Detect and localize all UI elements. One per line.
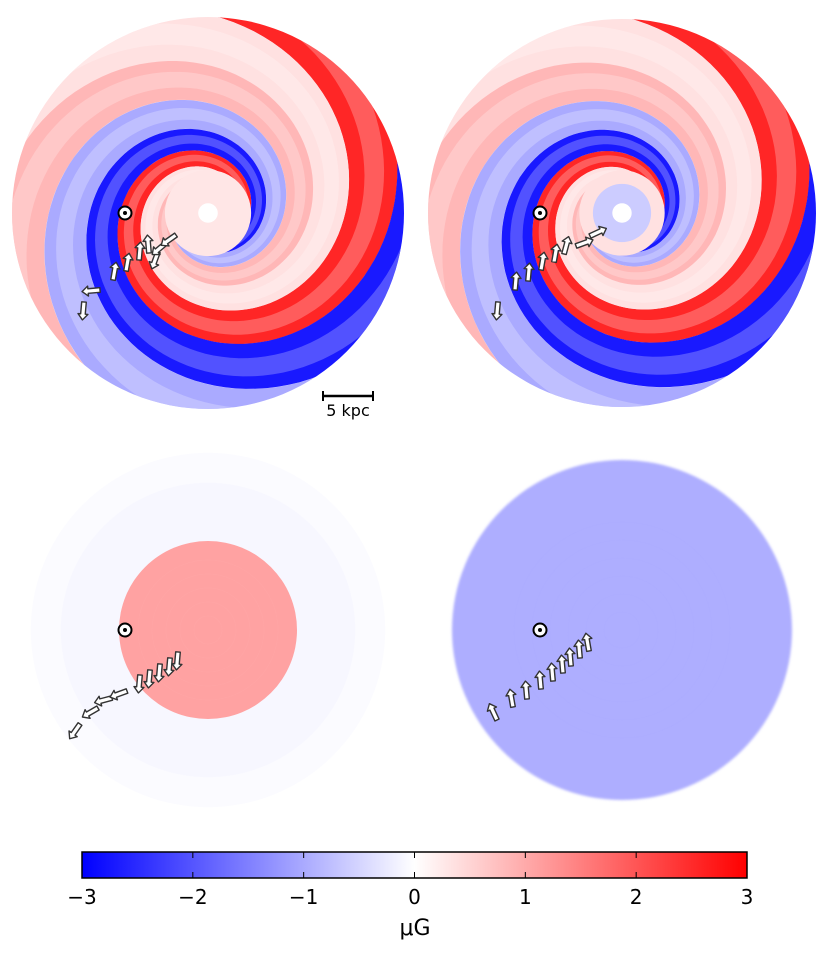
field-arrow — [68, 721, 83, 740]
spiral-arm — [460, 101, 815, 407]
field-arrow — [561, 235, 573, 256]
field-arrow — [510, 271, 522, 291]
field-arrow — [505, 688, 517, 709]
spiral-arm — [44, 100, 403, 409]
spiral-arm-band — [123, 17, 385, 335]
colorbar-tick-label: 1 — [519, 885, 532, 909]
scale-bar: 5 kpc — [322, 391, 374, 420]
field-arrow — [573, 639, 585, 659]
field-arrow — [109, 261, 121, 282]
colorbar-tick-label: 0 — [408, 885, 421, 909]
spiral-arm-band — [538, 19, 797, 334]
field-arrow — [588, 225, 608, 239]
field-arrow — [81, 285, 101, 297]
field-arrow — [133, 674, 145, 694]
sun-marker-icon — [532, 622, 548, 638]
x-field-ring — [549, 557, 695, 703]
field-arrow — [520, 680, 532, 700]
field-arrow — [534, 670, 546, 690]
field-arrow — [142, 234, 154, 254]
field-arrow — [160, 232, 179, 247]
halo-ring — [137, 559, 279, 701]
galactic-center — [198, 203, 218, 223]
scale-bar-label: 5 kpc — [326, 401, 369, 420]
colorbar-tick-label: 2 — [630, 885, 643, 909]
halo-ring — [179, 601, 237, 659]
x-field-ring — [531, 539, 713, 721]
panel-halo-field — [30, 452, 386, 808]
halo-ring — [151, 573, 265, 687]
field-arrow — [93, 695, 114, 707]
halo-disk — [119, 541, 297, 719]
field-arrow — [523, 262, 535, 282]
field-arrow — [122, 252, 134, 273]
sun-marker-icon — [532, 205, 548, 221]
field-arrow — [81, 705, 100, 720]
colorbar-tick-label: 3 — [741, 885, 754, 909]
field-arrow — [546, 662, 558, 682]
panel-x-field — [452, 460, 792, 800]
x-field-ring — [603, 611, 641, 649]
field-arrow — [153, 663, 165, 683]
field-arrow — [143, 669, 155, 689]
field-vector-arrows — [68, 225, 608, 740]
field-arrow — [77, 301, 89, 321]
colorbar: −3 −2 −1 0 1 2 3 μG — [67, 851, 754, 941]
field-arrow — [574, 236, 594, 249]
colorbar-tick-label: −3 — [67, 885, 96, 909]
panel-disk-field — [12, 17, 404, 409]
field-arrow — [550, 243, 562, 264]
field-arrow — [171, 651, 183, 671]
galactic-center — [612, 203, 632, 223]
field-arrow — [109, 688, 129, 701]
field-arrow — [556, 654, 568, 674]
colorbar-tick-label: −2 — [178, 885, 207, 909]
field-arrow — [537, 251, 549, 272]
sun-marker-icon — [117, 622, 133, 638]
colorbar-tick-label: −1 — [289, 885, 318, 909]
field-arrow — [486, 702, 500, 722]
sun-marker-icon — [117, 205, 133, 221]
field-arrow — [564, 647, 576, 667]
x-field-disk — [452, 460, 792, 800]
halo-ring — [193, 615, 223, 645]
halo-ring — [165, 587, 251, 673]
field-arrow — [581, 632, 593, 653]
field-arrow — [163, 657, 175, 677]
x-field-ring — [567, 575, 677, 685]
x-field-ring — [585, 593, 659, 667]
x-field-ring — [513, 521, 731, 739]
panel-disk-field-variant — [428, 19, 816, 407]
field-arrow — [134, 241, 146, 261]
colorbar-label: μG — [399, 916, 430, 941]
field-arrow — [491, 301, 503, 321]
